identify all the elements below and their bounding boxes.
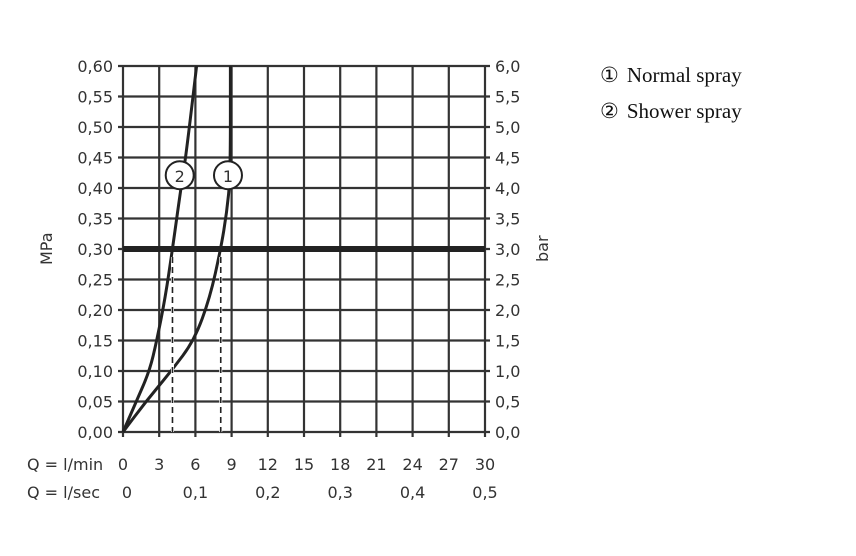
y-tick-label: 0,30 (77, 240, 113, 259)
x2-axis-label: Q = l/sec (27, 483, 100, 502)
x-axis-label: Q = l/min (27, 455, 103, 474)
y-tick-label: 0,10 (77, 362, 113, 381)
axis-labels: 0 3 6 9 12 15 18 21 24 27 300 0,1 0,2 0,3 0,4 0,50,00 0,… (77, 57, 520, 502)
x2-tick-label: 0,4 (400, 483, 425, 502)
y2-axis-label: bar (533, 235, 552, 262)
series-marker-circle (164, 160, 195, 191)
y2-tick-label: 5,0 (495, 118, 520, 137)
y-tick-label: 0,45 (77, 149, 113, 168)
x-tick-label: 24 (402, 455, 422, 474)
x-tick-label: 3 (154, 455, 164, 474)
y2-tick-label: 4,0 (495, 179, 520, 198)
x2-tick-label: 0,5 (472, 483, 497, 502)
y-tick-label: 0,40 (77, 179, 113, 198)
y2-tick-label: 4,5 (495, 149, 520, 168)
y-tick-label: 0,15 (77, 332, 113, 351)
y2-tick-label: 2,5 (495, 271, 520, 290)
y2-tick-label: 1,5 (495, 332, 520, 351)
y-tick-label: 0,20 (77, 301, 113, 320)
y-tick-label: 0,35 (77, 210, 113, 229)
y2-tick-label: 3,5 (495, 210, 520, 229)
y-tick-label: 0,00 (77, 423, 113, 442)
x-tick-label: 21 (366, 455, 386, 474)
y2-tick-label: 6,0 (495, 57, 520, 76)
legend: ① Normal spray ② Shower spray (600, 63, 742, 123)
x-tick-label: 6 (190, 455, 200, 474)
y2-tick-label: 0,5 (495, 393, 520, 412)
x-tick-label: 9 (227, 455, 237, 474)
x2-tick-label: 0,2 (255, 483, 280, 502)
series-marker-label: 2 (175, 167, 185, 186)
x-tick-label: 12 (258, 455, 278, 474)
y-tick-label: 0,60 (77, 57, 113, 76)
y2-tick-label: 2,0 (495, 301, 520, 320)
series-curve-1 (121, 66, 232, 433)
x2-tick-label: 0,1 (183, 483, 208, 502)
x-tick-label: 0 (118, 455, 128, 474)
y-tick-label: 0,50 (77, 118, 113, 137)
y-tick-label: 0,05 (77, 393, 113, 412)
y2-tick-label: 1,0 (495, 362, 520, 381)
grid (118, 64, 490, 437)
x-tick-label: 27 (439, 455, 459, 474)
x2-tick-label: 0 (122, 483, 132, 502)
curves: 12 (121, 65, 243, 433)
y2-tick-label: 3,0 (495, 240, 520, 259)
y2-tick-label: 0,0 (495, 423, 520, 442)
series-marker-label: 1 (223, 167, 233, 186)
legend-item-shower-spray: ② Shower spray (600, 99, 742, 123)
x-tick-label: 15 (294, 455, 314, 474)
y-tick-label: 0,25 (77, 271, 113, 290)
x-tick-label: 30 (475, 455, 495, 474)
x2-tick-label: 0,3 (327, 483, 352, 502)
y2-tick-label: 5,5 (495, 88, 520, 107)
x-tick-label: 18 (330, 455, 350, 474)
series-marker-circle (212, 160, 243, 191)
y-axis-label: MPa (37, 232, 56, 265)
legend-item-normal-spray: ① Normal spray (600, 63, 742, 87)
y-tick-label: 0,55 (77, 88, 113, 107)
